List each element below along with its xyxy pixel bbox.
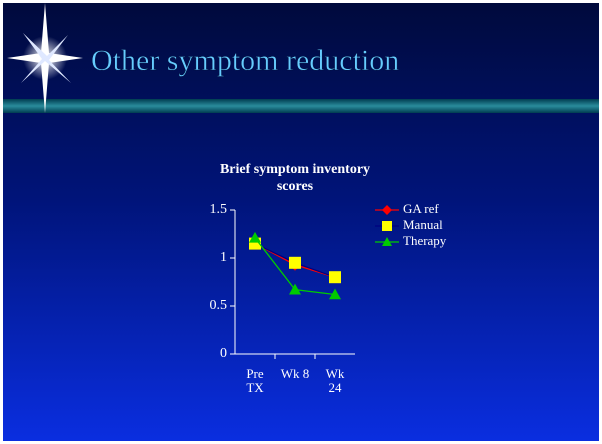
marker — [249, 231, 261, 243]
marker — [289, 256, 301, 269]
marker — [329, 271, 341, 284]
x-tick-label: Wk 8 — [280, 366, 310, 381]
legend-marker — [382, 237, 392, 246]
slide-title: Other symptom reduction — [91, 44, 399, 77]
legend-marker — [382, 221, 392, 231]
marker — [289, 283, 301, 295]
y-tick-label: 0.5 — [210, 298, 228, 313]
x-tick-label: Pre TX — [246, 366, 264, 395]
y-tick-label: 1 — [220, 250, 227, 265]
y-tick-label: 1.5 — [210, 202, 228, 217]
chart: Other symptom reduction 0 0.5 1 1.5 GA refMa… — [3, 3, 599, 361]
legend-label: GA ref — [403, 201, 439, 216]
y-tick-label: 0 — [220, 346, 227, 361]
x-tick-label: Wk 24 — [325, 366, 345, 395]
legend-marker — [382, 205, 392, 215]
chart-title: Brief symptom inventory scores — [219, 162, 371, 194]
marker — [329, 288, 341, 300]
star-icon — [7, 3, 83, 113]
slide: Other symptom reduction 0 0.5 1 1.5 GA ref Ma… — [3, 3, 599, 441]
title-band — [3, 99, 599, 113]
legend-label: Therapy — [403, 233, 447, 248]
legend-label: Manual — [403, 217, 443, 232]
